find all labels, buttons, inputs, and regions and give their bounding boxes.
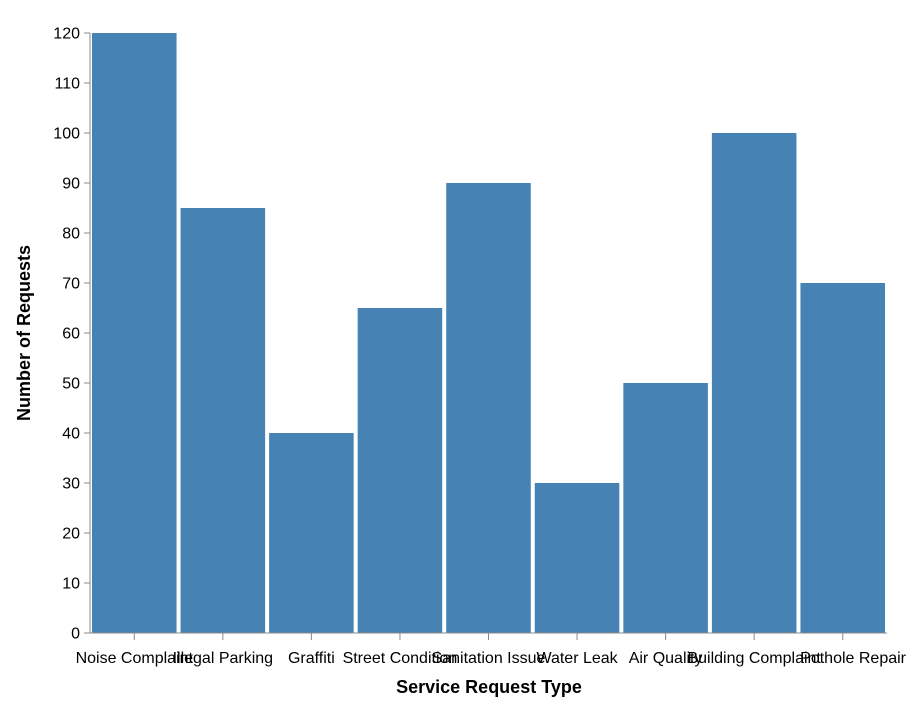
y-tick-label: 0 (71, 626, 80, 643)
x-tick-label: Pothole Repair (800, 650, 907, 667)
x-tick-label: Illegal Parking (173, 650, 274, 667)
bars-group (92, 33, 885, 633)
y-tick-label: 60 (62, 326, 80, 343)
y-tick-label: 40 (62, 426, 80, 443)
x-tick-label: Graffiti (288, 650, 335, 667)
y-tick-label: 50 (62, 376, 80, 393)
bar (180, 208, 266, 633)
y-tick-label: 100 (53, 126, 80, 143)
bar (357, 308, 443, 633)
bar (711, 133, 797, 633)
bar (623, 383, 708, 633)
y-tick-label: 120 (53, 26, 80, 43)
x-tick-label: Water Leak (536, 650, 618, 667)
y-tick-label: 10 (62, 576, 80, 593)
bar (800, 283, 885, 633)
bar (269, 433, 354, 633)
x-tick-label: Sanitation Issue (432, 650, 546, 667)
bar (446, 183, 531, 633)
y-tick-label: 30 (62, 476, 80, 493)
x-tick-label: Air Quality (629, 650, 703, 667)
y-tick-label: 80 (62, 226, 80, 243)
y-tick-label: 70 (62, 276, 80, 293)
bar (92, 33, 177, 633)
y-axis-title: Number of Requests (14, 245, 34, 421)
x-axis-title: Service Request Type (396, 677, 582, 697)
y-tick-label: 20 (62, 526, 80, 543)
y-axis: 0 10 20 30 40 50 60 70 80 90 100 110 120 (53, 26, 91, 643)
x-tick-label: Building Complaint (687, 650, 821, 667)
bar (534, 483, 620, 633)
y-tick-label: 110 (54, 76, 80, 93)
y-tick-label: 90 (62, 176, 80, 193)
x-tick-label: Noise Complaint (76, 650, 194, 667)
x-tick-label: Street Condition (343, 650, 458, 667)
